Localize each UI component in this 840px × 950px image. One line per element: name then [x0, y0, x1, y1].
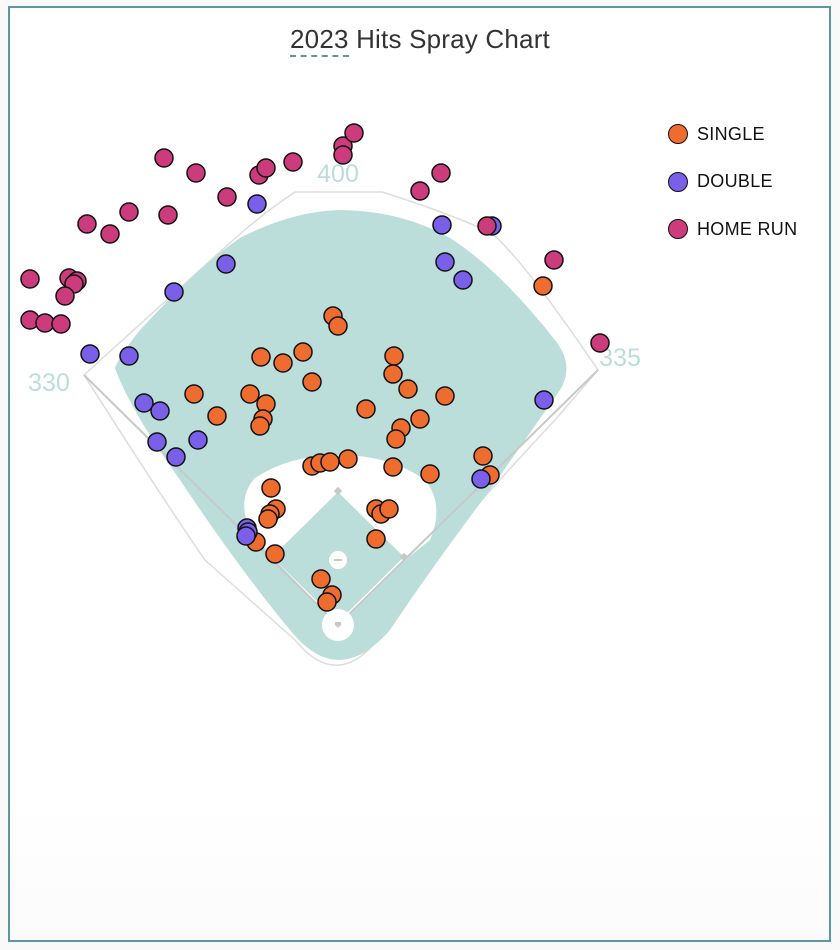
single-hit-marker[interactable]	[420, 464, 440, 484]
double-marker-icon	[668, 171, 688, 192]
double-hit-marker[interactable]	[453, 270, 473, 290]
hit-markers	[20, 123, 610, 612]
single-hit-marker[interactable]	[328, 316, 348, 336]
home-run-hit-marker[interactable]	[333, 145, 353, 165]
right-foul-line	[337, 369, 599, 626]
single-hit-marker[interactable]	[184, 384, 204, 404]
single-hit-marker[interactable]	[265, 544, 285, 564]
home-run-hit-marker[interactable]	[51, 314, 71, 334]
single-hit-marker[interactable]	[261, 478, 281, 498]
home-run-hit-marker[interactable]	[410, 181, 430, 201]
legend-label: DOUBLE	[697, 171, 773, 191]
single-hit-marker[interactable]	[383, 364, 403, 384]
home-run-hit-marker[interactable]	[35, 313, 55, 333]
home-run-hit-marker[interactable]	[344, 123, 364, 143]
home-run-hit-marker[interactable]	[154, 148, 174, 168]
single-hit-marker[interactable]	[435, 386, 455, 406]
single-hit-marker[interactable]	[398, 379, 418, 399]
single-hit-marker[interactable]	[338, 449, 358, 469]
home-run-hit-marker[interactable]	[119, 202, 139, 222]
double-hit-marker[interactable]	[80, 344, 100, 364]
double-hit-marker[interactable]	[164, 282, 184, 302]
single-hit-marker[interactable]	[302, 372, 322, 392]
home-run-marker-icon	[668, 219, 688, 239]
single-hit-marker[interactable]	[240, 384, 260, 404]
double-hit-marker[interactable]	[188, 430, 208, 450]
double-hit-marker[interactable]	[216, 254, 236, 274]
double-hit-marker[interactable]	[471, 469, 491, 489]
first-base	[399, 552, 409, 562]
single-hit-marker[interactable]	[311, 569, 331, 589]
single-marker-icon	[668, 124, 688, 144]
year-selector[interactable]: 2023	[290, 24, 349, 57]
single-hit-marker[interactable]	[293, 342, 313, 362]
second-base	[333, 486, 343, 496]
legend: SINGLE DOUBLE HOME RUN	[668, 122, 797, 265]
single-hit-marker[interactable]	[356, 399, 376, 419]
home-run-hit-marker[interactable]	[544, 250, 564, 270]
home-run-hit-marker[interactable]	[283, 152, 303, 172]
double-hit-marker[interactable]	[166, 447, 186, 467]
distance-label: 330	[28, 369, 70, 397]
single-hit-marker[interactable]	[379, 499, 399, 519]
home-run-hit-marker[interactable]	[77, 214, 97, 234]
home-run-hit-marker[interactable]	[590, 333, 610, 353]
chart-title: 2023 Hits Spray Chart	[0, 24, 840, 57]
single-hit-marker[interactable]	[251, 347, 271, 367]
home-run-hit-marker[interactable]	[100, 224, 120, 244]
double-hit-marker[interactable]	[534, 390, 554, 410]
single-hit-marker[interactable]	[317, 592, 337, 612]
single-hit-marker[interactable]	[366, 529, 386, 549]
home-run-hit-marker[interactable]	[431, 163, 451, 183]
single-hit-marker[interactable]	[410, 409, 430, 429]
home-plate	[335, 622, 341, 628]
double-hit-marker[interactable]	[119, 346, 139, 366]
double-hit-marker[interactable]	[247, 194, 267, 214]
legend-label: HOME RUN	[697, 218, 798, 239]
single-hit-marker[interactable]	[320, 452, 340, 472]
legend-label: SINGLE	[697, 123, 765, 144]
double-hit-marker[interactable]	[435, 252, 455, 272]
home-run-hit-marker[interactable]	[158, 205, 178, 225]
legend-item-home-run[interactable]: HOME RUN	[668, 217, 797, 241]
single-hit-marker[interactable]	[533, 276, 553, 296]
home-run-hit-marker[interactable]	[20, 269, 40, 289]
single-hit-marker[interactable]	[383, 457, 403, 477]
double-hit-marker[interactable]	[150, 401, 170, 421]
single-hit-marker[interactable]	[384, 346, 404, 366]
title-text: Hits Spray Chart	[348, 24, 550, 54]
legend-item-double[interactable]: DOUBLE	[668, 170, 797, 194]
home-run-hit-marker[interactable]	[55, 286, 75, 306]
legend-item-single[interactable]: SINGLE	[668, 122, 797, 146]
single-hit-marker[interactable]	[258, 509, 278, 529]
double-hit-marker[interactable]	[236, 526, 256, 546]
double-hit-marker[interactable]	[134, 393, 154, 413]
pitchers-rubber	[334, 559, 342, 561]
double-hit-marker[interactable]	[432, 215, 452, 235]
single-hit-marker[interactable]	[273, 353, 293, 373]
single-hit-marker[interactable]	[250, 416, 270, 436]
double-hit-marker[interactable]	[147, 432, 167, 452]
home-run-hit-marker[interactable]	[256, 158, 276, 178]
distance-label: 400	[317, 160, 359, 188]
single-hit-marker[interactable]	[207, 406, 227, 426]
left-foul-line	[83, 374, 339, 626]
outfield-grass	[115, 210, 567, 660]
home-run-hit-marker[interactable]	[186, 163, 206, 183]
single-hit-marker[interactable]	[386, 429, 406, 449]
home-run-hit-marker[interactable]	[217, 187, 237, 207]
home-run-hit-marker[interactable]	[477, 216, 497, 236]
single-hit-marker[interactable]	[473, 446, 493, 466]
